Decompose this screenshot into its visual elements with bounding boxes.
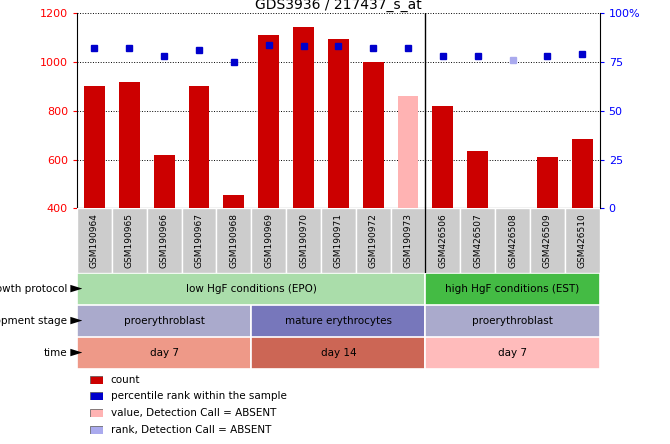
Bar — [425, 305, 600, 337]
Bar — [77, 273, 425, 305]
Text: GSM190971: GSM190971 — [334, 213, 343, 268]
Bar — [147, 208, 182, 273]
Text: GSM426510: GSM426510 — [578, 213, 587, 268]
Text: day 14: day 14 — [320, 348, 356, 357]
Bar — [565, 208, 600, 273]
Bar — [293, 27, 314, 208]
Text: count: count — [111, 375, 140, 385]
Text: GSM190965: GSM190965 — [125, 213, 134, 268]
Bar — [391, 208, 425, 273]
Bar — [77, 305, 251, 337]
Bar — [153, 155, 175, 208]
Text: growth protocol: growth protocol — [0, 284, 67, 293]
Bar — [432, 106, 454, 208]
Bar — [460, 208, 495, 273]
Bar — [251, 208, 286, 273]
Text: low HgF conditions (EPO): low HgF conditions (EPO) — [186, 284, 317, 293]
Text: GSM426508: GSM426508 — [508, 213, 517, 268]
Polygon shape — [70, 285, 82, 292]
Bar — [182, 208, 216, 273]
Text: GSM426506: GSM426506 — [438, 213, 448, 268]
Text: GSM190973: GSM190973 — [403, 213, 413, 268]
Bar — [251, 337, 425, 369]
Text: rank, Detection Call = ABSENT: rank, Detection Call = ABSENT — [111, 425, 271, 435]
Bar — [188, 87, 210, 208]
Bar — [397, 96, 419, 208]
Text: proerythroblast: proerythroblast — [472, 316, 553, 325]
Bar — [425, 337, 600, 369]
Bar — [425, 208, 460, 273]
Text: GSM190969: GSM190969 — [264, 213, 273, 268]
Text: high HgF conditions (EST): high HgF conditions (EST) — [446, 284, 580, 293]
Text: GSM190967: GSM190967 — [194, 213, 204, 268]
Text: GSM190966: GSM190966 — [159, 213, 169, 268]
Bar — [362, 62, 384, 208]
Text: GSM190970: GSM190970 — [299, 213, 308, 268]
Text: time: time — [44, 348, 67, 357]
Bar — [251, 305, 425, 337]
Text: percentile rank within the sample: percentile rank within the sample — [111, 392, 287, 401]
Bar — [530, 208, 565, 273]
Bar — [286, 208, 321, 273]
Text: value, Detection Call = ABSENT: value, Detection Call = ABSENT — [111, 408, 276, 418]
Bar — [537, 157, 558, 208]
Bar — [467, 151, 488, 208]
Bar — [356, 208, 391, 273]
Bar — [425, 273, 600, 305]
Bar — [258, 35, 279, 208]
Text: day 7: day 7 — [149, 348, 179, 357]
Bar — [84, 87, 105, 208]
Polygon shape — [70, 317, 82, 324]
Text: GSM190972: GSM190972 — [369, 213, 378, 268]
Title: GDS3936 / 217437_s_at: GDS3936 / 217437_s_at — [255, 0, 421, 12]
Text: GSM190968: GSM190968 — [229, 213, 239, 268]
Bar — [328, 39, 349, 208]
Text: GSM426509: GSM426509 — [543, 213, 552, 268]
Bar — [495, 208, 530, 273]
Text: mature erythrocytes: mature erythrocytes — [285, 316, 392, 325]
Bar — [321, 208, 356, 273]
Bar — [119, 82, 140, 208]
Text: proerythroblast: proerythroblast — [124, 316, 204, 325]
Polygon shape — [70, 349, 82, 356]
Bar — [77, 337, 251, 369]
Bar — [216, 208, 251, 273]
Bar — [223, 195, 245, 208]
Text: development stage: development stage — [0, 316, 67, 325]
Text: day 7: day 7 — [498, 348, 527, 357]
Bar — [572, 139, 593, 208]
Bar — [112, 208, 147, 273]
Bar — [77, 208, 112, 273]
Bar — [502, 208, 523, 304]
Text: GSM426507: GSM426507 — [473, 213, 482, 268]
Text: GSM190964: GSM190964 — [90, 213, 99, 268]
